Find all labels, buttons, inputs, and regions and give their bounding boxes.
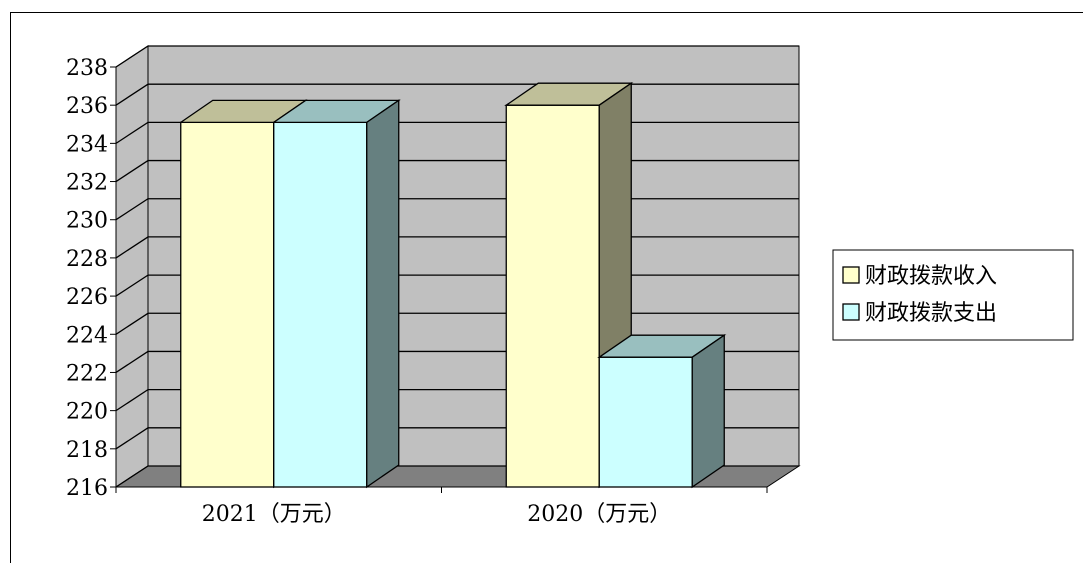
bar-1-1 <box>597 333 727 489</box>
y-tick-label: 238 <box>66 56 108 81</box>
y-tick-label: 224 <box>66 323 108 348</box>
legend-box <box>832 249 1074 341</box>
y-tick-label: 236 <box>66 94 108 119</box>
legend-label: 财政拨款收入 <box>865 264 997 289</box>
legend-swatch <box>842 303 860 321</box>
x-axis: 2021（万元） 2020（万元） <box>115 486 768 527</box>
gridline <box>115 45 799 68</box>
bar-side <box>366 99 400 489</box>
y-tick-label: 232 <box>66 171 108 196</box>
side-wall <box>115 45 149 488</box>
y-tick-label: 234 <box>66 132 108 157</box>
bar-front <box>180 121 275 488</box>
bar-side <box>691 333 725 489</box>
y-tick-label: 220 <box>66 400 108 425</box>
legend-label: 财政拨款支出 <box>865 301 997 326</box>
x-category-label: 2021（万元） <box>202 502 346 527</box>
y-tick-label: 226 <box>66 285 108 310</box>
bars <box>178 81 727 489</box>
y-tick-label: 216 <box>66 476 108 501</box>
chart-frame <box>10 12 1083 563</box>
y-tick-label: 218 <box>66 438 108 463</box>
bar-0-1 <box>271 99 401 489</box>
bar-front <box>505 104 600 488</box>
y-tick-label: 230 <box>66 209 108 234</box>
bar-front <box>598 356 693 488</box>
y-tick-label: 222 <box>66 361 108 386</box>
x-category-label: 2020（万元） <box>527 502 671 527</box>
bar-front <box>273 121 368 488</box>
y-tick-label: 228 <box>66 247 108 272</box>
y-axis: 216 218 220 222 224 226 228 230 232 234 236 238 <box>66 56 117 501</box>
legend-swatch <box>842 266 860 284</box>
